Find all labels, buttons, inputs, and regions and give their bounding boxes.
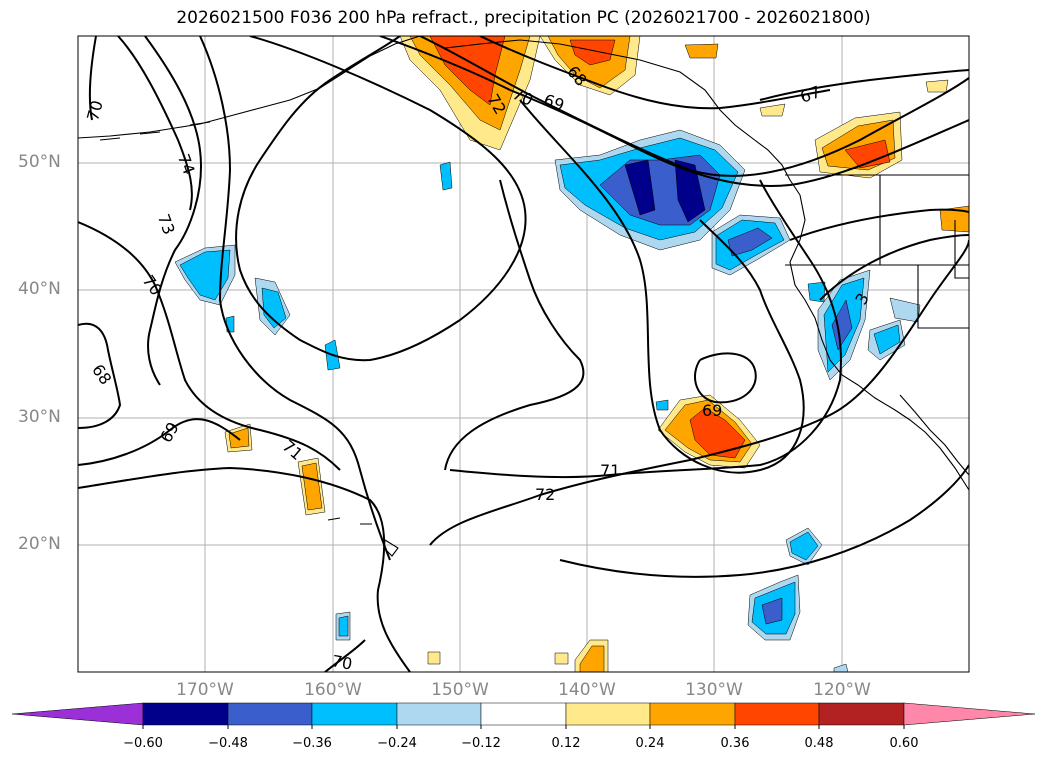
colorbar-tick-label: 0.60 (889, 736, 919, 751)
contour-72-south (78, 466, 411, 672)
lon-label-140w: 140°W (558, 680, 616, 700)
lon-label-170w: 170°W (176, 680, 234, 700)
contour-71 (199, 36, 391, 561)
colorbar-high-extension (903, 702, 1036, 726)
map-title: 2026021500 F036 200 hPa refract., precip… (176, 8, 871, 28)
contour-69-center (694, 352, 757, 404)
colorbar-segment (227, 702, 313, 726)
colorbar-segment (734, 702, 820, 726)
colorbar-tick-label: −0.60 (123, 736, 163, 751)
contour-72-east (429, 239, 969, 546)
contour-lower-long (559, 464, 969, 578)
contour-70-bottom (324, 639, 366, 672)
colorbar-segment (818, 702, 905, 726)
contour-72-center (444, 179, 585, 471)
colorbar-tick-label: 0.48 (804, 736, 834, 751)
contour-label: 70 (330, 651, 353, 673)
contour-ne (789, 208, 969, 241)
contour-73 (144, 36, 202, 386)
contour-71-east (449, 179, 842, 479)
precip-area-idaho (939, 205, 969, 233)
map-frame (77, 35, 970, 673)
colorbar-tick-label: −0.24 (377, 736, 417, 751)
colorbar-tick-label: −0.36 (292, 736, 332, 751)
contour-69-west (78, 418, 241, 466)
contour-70-north (379, 36, 969, 187)
coastline-west-coast (789, 194, 969, 491)
lon-label-150w: 150°W (431, 680, 489, 700)
contour-67 (759, 69, 969, 101)
contour-label: 70 (83, 98, 107, 123)
colorbar-segment (649, 702, 736, 726)
lon-label-160w: 160°W (304, 680, 362, 700)
lon-label-130w: 130°W (685, 680, 743, 700)
lat-label-30n: 30°N (18, 407, 61, 427)
colorbar-segment (565, 702, 651, 726)
contour-inner-loop (519, 99, 805, 474)
colorbar-low-extension (11, 702, 144, 726)
contour-68-north (479, 36, 831, 110)
coastline-baja (899, 394, 969, 476)
lat-label-20n: 20°N (18, 534, 61, 554)
colorbar-segment (396, 702, 482, 726)
lat-label-40n: 40°N (18, 279, 61, 299)
contour-74 (117, 36, 193, 211)
refractivity-contours (78, 36, 969, 672)
colorbar-tick-label: 0.24 (635, 736, 665, 751)
colorbar-tick-label: −0.12 (461, 736, 501, 751)
lon-label-120w: 120°W (813, 680, 871, 700)
contour-big-loop (235, 36, 527, 362)
coastlines (78, 36, 969, 557)
colorbar-segment (311, 702, 398, 726)
colorbar-segment (480, 702, 567, 726)
colorbar-tick-label: 0.36 (720, 736, 750, 751)
contour-label: 69 (702, 401, 722, 420)
contour-east-2 (819, 234, 969, 301)
contour-label: 72 (535, 485, 555, 504)
colorbar (11, 702, 1036, 729)
precip-area-alaska-dot (684, 43, 719, 59)
contour-68 (78, 322, 122, 429)
lat-label-50n: 50°N (18, 152, 61, 172)
coastline-gulf-alaska (419, 36, 801, 196)
contour-70-west (88, 36, 97, 121)
contour-70-mid (78, 221, 341, 471)
contour-label: 71 (600, 461, 620, 480)
colorbar-tick-label: −0.48 (208, 736, 248, 751)
border-states (785, 175, 969, 329)
contour-69-north (419, 36, 969, 177)
colorbar-tick-label: 0.12 (551, 736, 581, 751)
colorbar-segment (142, 702, 229, 726)
